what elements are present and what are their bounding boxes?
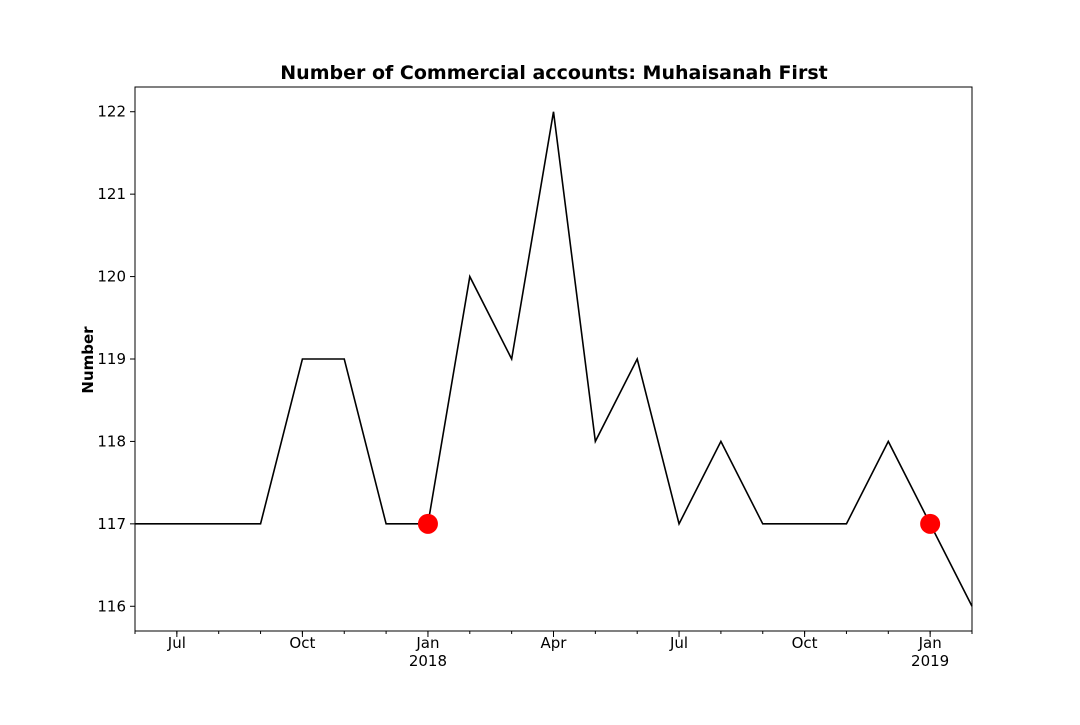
x-tick-label: Jul (167, 634, 186, 652)
chart-title: Number of Commercial accounts: Muhaisana… (280, 62, 827, 84)
highlight-marker (920, 513, 941, 534)
y-tick-label: 120 (97, 268, 126, 286)
x-tick-year-label: 2019 (911, 652, 949, 670)
y-tick-label: 119 (97, 350, 126, 368)
y-tick-label: 122 (97, 103, 126, 121)
highlight-marker (417, 513, 438, 534)
x-tick-label: Jan (415, 634, 439, 652)
series-line (135, 111, 973, 607)
x-tick-label: Jul (669, 634, 688, 652)
y-axis-label: Number (79, 326, 97, 394)
x-tick-label: Oct (792, 634, 818, 652)
y-tick-label: 116 (97, 597, 126, 615)
y-tick-label: 117 (97, 515, 126, 533)
x-tick-label: Oct (289, 634, 315, 652)
x-tick-label: Jan (918, 634, 942, 652)
x-tick-year-label: 2018 (409, 652, 447, 670)
x-tick-label: Apr (541, 634, 568, 652)
y-tick-label: 121 (97, 185, 126, 203)
plot-frame (134, 86, 973, 632)
y-tick-label: 118 (97, 432, 126, 450)
